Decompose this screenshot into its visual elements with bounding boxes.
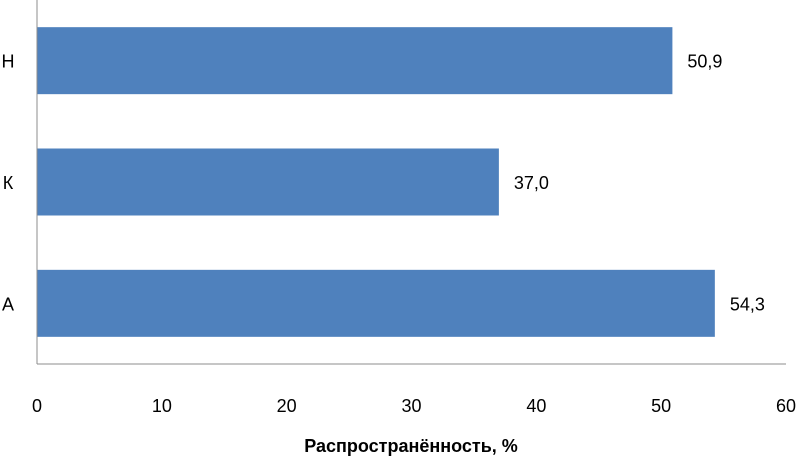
bar-2 — [37, 148, 499, 216]
category-label: К — [3, 173, 14, 193]
x-tick-label: 10 — [152, 396, 172, 416]
x-tick-label: 0 — [32, 396, 42, 416]
x-tick-label: 40 — [526, 396, 546, 416]
category-label: Н — [2, 52, 15, 72]
x-tick-label: 60 — [776, 396, 796, 416]
bars-group — [37, 27, 715, 337]
bar-1 — [37, 27, 673, 95]
x-tick-label: 20 — [277, 396, 297, 416]
x-axis-title: Распространённость, % — [304, 436, 518, 456]
category-labels: Н К А — [2, 52, 15, 315]
x-tick-labels: 0 10 20 30 40 50 60 — [32, 396, 796, 416]
data-labels: 50,9 37,0 54,3 — [514, 52, 765, 315]
data-label: 50,9 — [687, 52, 722, 72]
category-label: А — [2, 294, 14, 314]
data-label: 37,0 — [514, 173, 549, 193]
bar-3 — [37, 269, 715, 337]
x-tick-label: 50 — [651, 396, 671, 416]
data-label: 54,3 — [730, 294, 765, 314]
x-tick-label: 30 — [401, 396, 421, 416]
